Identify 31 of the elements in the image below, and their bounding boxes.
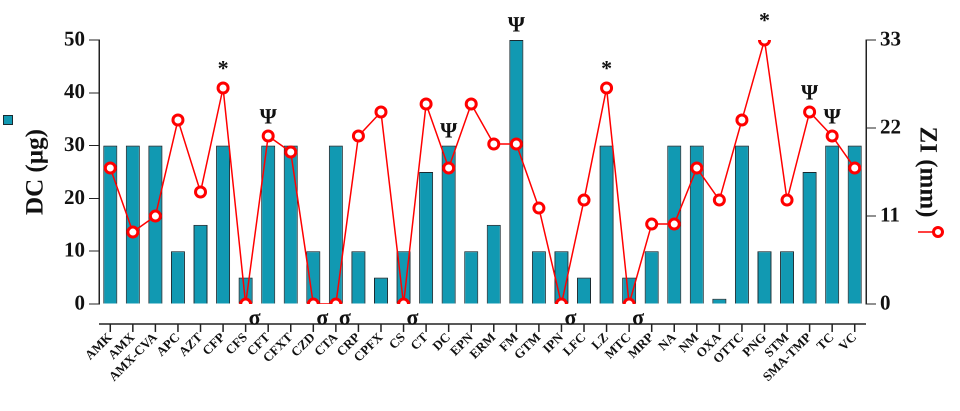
data-label: Ψ <box>824 104 842 129</box>
data-label: Ψ <box>440 117 458 142</box>
data-label: * <box>218 56 229 81</box>
x-tick-label: VC <box>835 329 860 354</box>
y-tick-label: 20 <box>64 184 85 209</box>
y-tick-label: 0 <box>74 290 85 314</box>
y2-tick-label: 0 <box>880 290 890 314</box>
data-label: σ <box>406 304 419 330</box>
y-tick-label: 50 <box>64 26 85 50</box>
y-tick-label: 30 <box>64 132 85 156</box>
data-label: σ <box>338 304 351 330</box>
data-label: Ψ <box>260 104 278 129</box>
data-label: σ <box>248 304 261 330</box>
y2-axis-title: ZI (mm) <box>914 126 942 218</box>
data-label: Ψ <box>508 12 526 37</box>
y-tick-label: 10 <box>64 238 85 262</box>
x-tick-label: CT <box>407 329 431 353</box>
data-label: * <box>601 56 612 81</box>
x-tick-label: NA <box>654 329 680 354</box>
data-label: σ <box>564 304 576 330</box>
y-tick-label: 40 <box>64 79 85 104</box>
y2-tick-label: 33 <box>880 26 901 50</box>
data-label: * <box>758 8 770 33</box>
x-tick-label: CS <box>386 329 408 352</box>
y-axis-title: DC (µg) <box>21 129 48 215</box>
y2-tick-label: 11 <box>880 202 900 226</box>
y2-tick-label: 22 <box>880 114 901 138</box>
data-label: σ <box>632 304 644 330</box>
x-tick-label: TC <box>813 329 837 353</box>
data-label: Ψ <box>801 80 820 105</box>
data-label: σ <box>316 304 328 330</box>
